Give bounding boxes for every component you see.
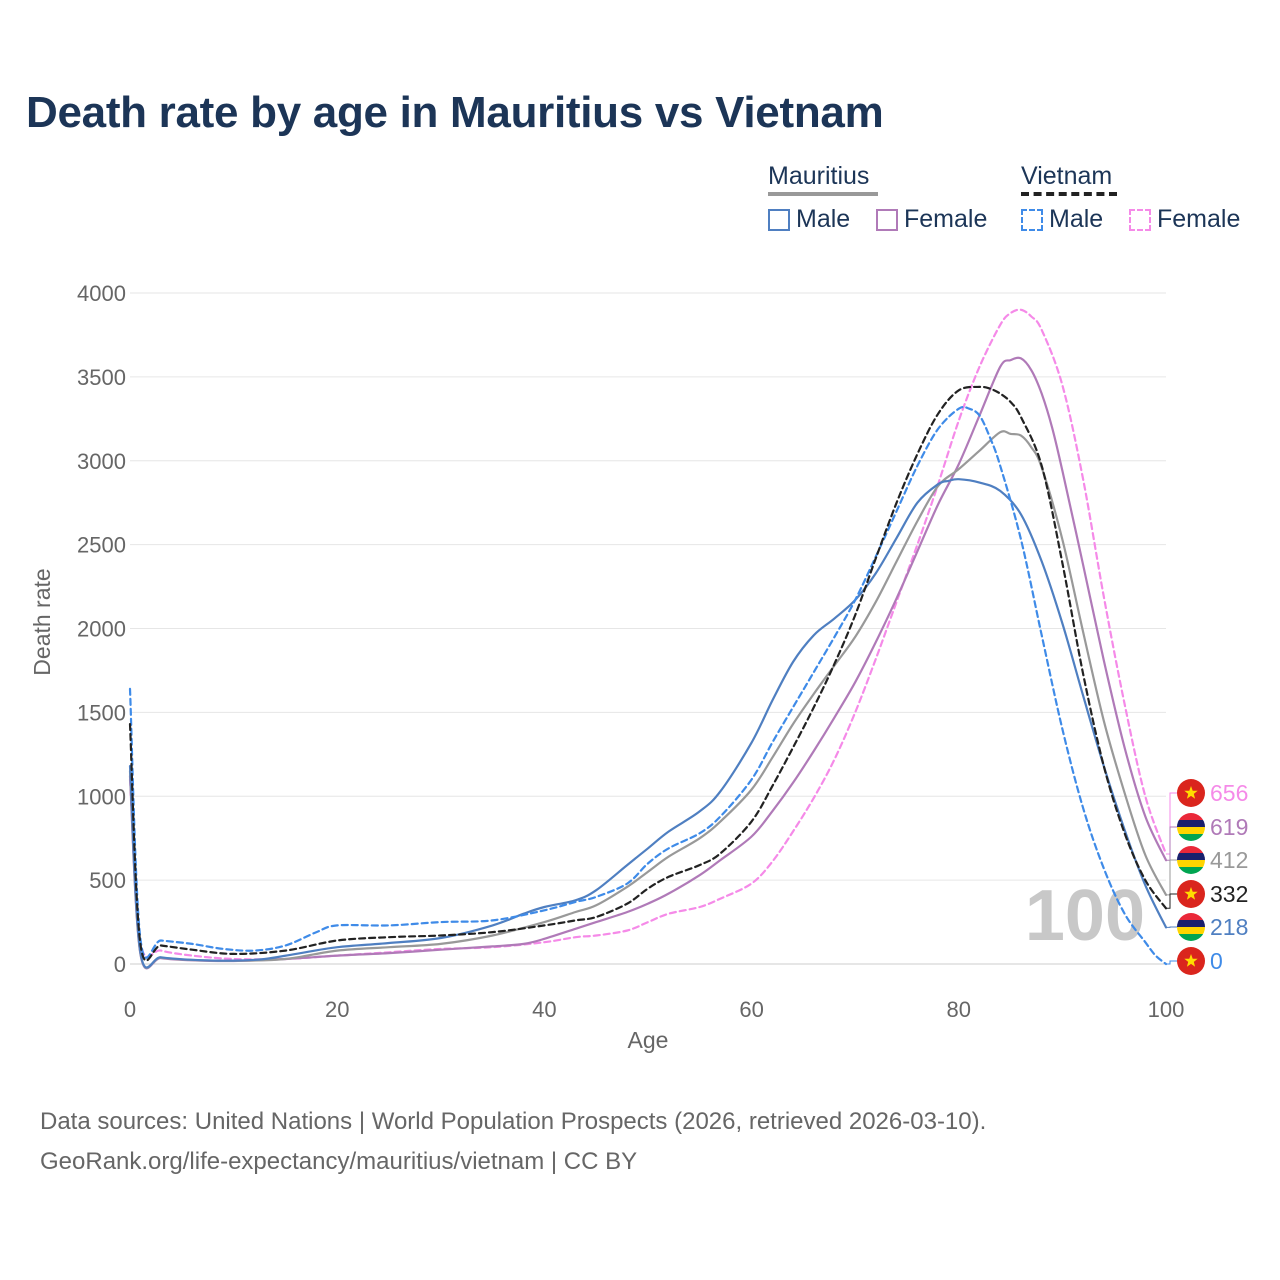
y-axis-title: Death rate [29, 568, 55, 675]
series-lines [128, 308, 1168, 970]
flag-star [1184, 887, 1198, 900]
leader-line [1166, 960, 1177, 965]
flag-stripe [1177, 927, 1205, 934]
legend-swatch [1021, 209, 1043, 231]
legend-label: Male [1049, 205, 1104, 233]
flag-star [1184, 954, 1198, 967]
flag-stripe [1177, 867, 1205, 874]
legend-mauritius-female[interactable]: Female [876, 204, 987, 234]
legend-group-mauritius: Mauritius [768, 162, 870, 190]
source-line-2[interactable]: GeoRank.org/life-expectancy/mauritius/vi… [40, 1148, 638, 1175]
y-tick-label: 2000 [77, 617, 126, 642]
legend-label: Male [796, 205, 851, 233]
end-value-label: 656 [1210, 780, 1248, 806]
source-line-1: Data sources: United Nations | World Pop… [40, 1108, 987, 1135]
end-value-label: 0 [1210, 948, 1223, 974]
x-axis: 0 20 40 60 80 100 [124, 997, 1184, 1022]
vietnam-flag-icon [1177, 779, 1205, 807]
legend-swatch [1129, 209, 1151, 231]
mauritius-flag-icon [1177, 813, 1205, 841]
flag-stripe [1177, 860, 1205, 867]
y-axis: 0 500 1000 1500 2000 2500 3000 3500 4000 [77, 281, 126, 977]
end-value-label: 412 [1210, 847, 1248, 873]
x-tick-label: 40 [532, 997, 556, 1022]
end-value-label: 218 [1210, 914, 1248, 940]
end-value-label: 619 [1210, 814, 1248, 840]
flag-stripe [1177, 846, 1205, 853]
flag-stripe [1177, 920, 1205, 927]
legend-mauritius-male[interactable]: Male [768, 204, 850, 234]
series-line-vietnam-female [128, 308, 1168, 961]
y-tick-label: 0 [114, 952, 126, 977]
legend-group-vietnam: Vietnam [1021, 162, 1113, 190]
x-tick-label: 100 [1148, 997, 1185, 1022]
grid-lines [130, 292, 1166, 965]
mauritius-flag-icon [1177, 913, 1205, 941]
y-tick-label: 1500 [77, 700, 126, 725]
y-tick-label: 2500 [77, 533, 126, 558]
flag-stripes [1177, 913, 1205, 941]
leader-line [1166, 792, 1177, 855]
legend-vietnam-male[interactable]: Male [1021, 204, 1103, 234]
series-line-mauritius-total [128, 430, 1168, 969]
legend-vietnam-line [1021, 192, 1117, 196]
big-age-label: 100 [1025, 876, 1145, 956]
leader-line [1166, 859, 1177, 896]
y-tick-label: 4000 [77, 281, 126, 306]
flag-stripe [1177, 834, 1205, 841]
flag-stripe [1177, 813, 1205, 820]
y-tick-label: 500 [89, 868, 126, 893]
end-labels: 656 619 412 332 218 0 [1166, 779, 1248, 975]
series-line-mauritius-male [128, 478, 1168, 969]
legend-mauritius-line [768, 192, 878, 196]
legend-vietnam-female[interactable]: Female [1129, 204, 1240, 234]
x-axis-title: Age [628, 1027, 669, 1053]
end-value-label: 332 [1210, 881, 1248, 907]
mauritius-flag-icon [1177, 846, 1205, 874]
flag-stripes [1177, 846, 1205, 874]
x-tick-label: 80 [947, 997, 971, 1022]
flag-stripe [1177, 934, 1205, 941]
legend-label: Female [904, 205, 988, 233]
series-line-vietnam-total [128, 385, 1168, 962]
x-tick-label: 20 [325, 997, 349, 1022]
vietnam-flag-icon [1177, 880, 1205, 908]
series-line-mauritius-female [128, 356, 1168, 970]
flag-stripe [1177, 913, 1205, 920]
legend-swatch [768, 209, 790, 231]
flag-stripes [1177, 813, 1205, 841]
y-tick-label: 3000 [77, 449, 126, 474]
vietnam-flag-icon [1177, 947, 1205, 975]
x-tick-label: 60 [739, 997, 763, 1022]
flag-stripe [1177, 820, 1205, 827]
series-line-vietnam-male [128, 405, 1168, 966]
y-tick-label: 3500 [77, 365, 126, 390]
leader-line [1166, 826, 1177, 861]
flag-star [1184, 786, 1198, 799]
legend-swatch [876, 209, 898, 231]
leader-line [1166, 893, 1177, 909]
y-tick-label: 1000 [77, 784, 126, 809]
x-tick-label: 0 [124, 997, 136, 1022]
legend-label: Female [1157, 205, 1241, 233]
flag-stripe [1177, 853, 1205, 860]
chart-title: Death rate by age in Mauritius vs Vietna… [26, 88, 884, 137]
flag-stripe [1177, 827, 1205, 834]
